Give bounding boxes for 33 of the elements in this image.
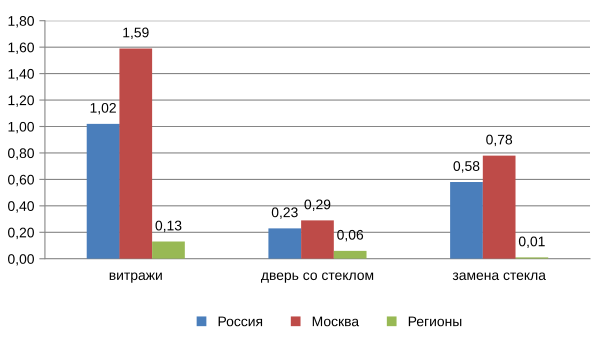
data-label: 0,23: [272, 207, 298, 219]
y-tick-label: 1,40: [8, 68, 34, 80]
data-label: 0,58: [453, 161, 480, 173]
bar: [152, 242, 185, 259]
data-label: 0,06: [337, 230, 364, 242]
data-label: 1,59: [123, 28, 149, 40]
bar: [119, 48, 152, 259]
data-label: 0,29: [304, 199, 330, 211]
y-tick-label: 1,00: [8, 122, 34, 134]
x-tick-label: витражи: [110, 272, 162, 283]
y-tick-label: 0,80: [8, 148, 34, 160]
y-tick-label: 1,20: [8, 95, 34, 107]
x-tick-label: дверь со стеклом: [261, 272, 374, 283]
bar: [301, 220, 334, 259]
bar: [334, 250, 367, 259]
bar: [268, 228, 302, 259]
legend-label: Москва: [312, 316, 360, 326]
legend-label: Регионы: [408, 316, 462, 326]
bar: [86, 124, 120, 259]
bar: [482, 156, 516, 259]
data-label: 1,02: [90, 102, 116, 114]
legend-label: Россия: [218, 316, 262, 326]
data-label: 0,78: [486, 134, 512, 146]
data-label: 0,13: [156, 220, 182, 232]
y-tick-label: 0,00: [8, 254, 34, 266]
y-tick-label: 1,60: [8, 42, 34, 54]
x-tick-label: замена стекла: [452, 272, 546, 280]
y-tick-label: 0,60: [8, 174, 34, 186]
bar: [450, 182, 483, 259]
y-tick-label: 0,20: [8, 228, 34, 240]
y-tick-label: 0,40: [8, 201, 34, 213]
data-label: 0,01: [518, 236, 545, 248]
y-tick-label: 1,80: [8, 16, 34, 28]
